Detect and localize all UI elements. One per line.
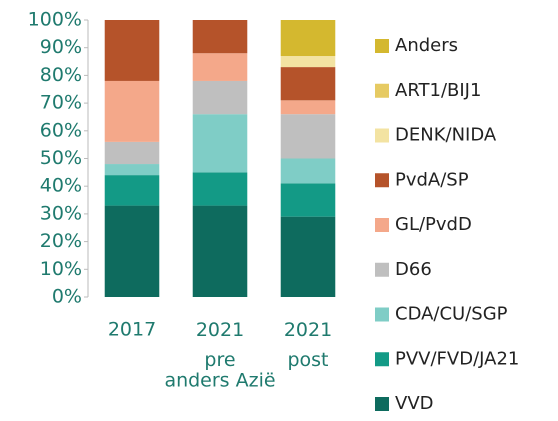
bar-segment — [280, 20, 336, 57]
bar-segment — [192, 53, 248, 81]
bar-segment — [280, 67, 336, 101]
y-tick-label: 90% — [40, 36, 82, 58]
legend-swatch — [375, 352, 389, 367]
legend-label: PvdA/SP — [395, 169, 469, 190]
y-tick-label: 40% — [40, 175, 82, 197]
bar-segment — [280, 56, 336, 68]
legend-swatch — [375, 39, 389, 53]
x-tick-line: 2021 — [284, 319, 332, 341]
y-tick-label: 30% — [40, 202, 82, 224]
bar-segment — [104, 141, 160, 165]
bar-segment — [104, 80, 160, 142]
legend-swatch — [375, 128, 389, 143]
x-tick-line: pre — [204, 349, 235, 371]
legend-label: DENK/NIDA — [395, 125, 497, 146]
bar-segment — [104, 20, 160, 81]
y-tick-label: 100% — [28, 9, 82, 31]
y-tick-label: 50% — [40, 147, 82, 169]
legend-label: ART1/BIJ1 — [395, 80, 481, 101]
bar-segment — [104, 175, 160, 206]
x-axis-label: anders Azië — [164, 370, 275, 392]
bar-segment — [192, 80, 248, 115]
x-tick-line: 2021 — [196, 319, 244, 341]
legend-label: VVD — [395, 393, 434, 414]
bar-segment — [280, 158, 336, 184]
bar-segment — [192, 172, 248, 206]
x-tick-label: 2021 post — [284, 319, 332, 371]
bar-segment — [192, 205, 248, 297]
x-tick-label: 2017 — [108, 319, 156, 341]
y-tick-label: 10% — [40, 258, 82, 280]
legend-label: PVV/FVD/JA21 — [395, 348, 519, 369]
bar-segment — [280, 216, 336, 297]
legend-label: D66 — [395, 259, 432, 280]
legend-label: CDA/CU/SGP — [395, 304, 508, 325]
bar-segment — [104, 205, 160, 297]
bar-segment — [192, 114, 248, 173]
legend-swatch — [375, 218, 389, 232]
x-tick-line: post — [287, 349, 328, 371]
y-tick-label: 60% — [40, 119, 82, 141]
y-tick-label: 0% — [52, 286, 82, 308]
y-tick-label: 20% — [40, 230, 82, 252]
legend-label: GL/PvdD — [395, 214, 472, 235]
legend-swatch — [375, 307, 389, 322]
bar-segment — [192, 20, 248, 54]
bar-segment — [280, 114, 336, 159]
legend-swatch — [375, 397, 389, 411]
legend-swatch — [375, 173, 389, 188]
legend-swatch — [375, 83, 389, 98]
legend-label: Anders — [395, 35, 458, 56]
bar-segment — [280, 183, 336, 217]
legend-swatch — [375, 262, 389, 277]
bar-segment — [104, 164, 160, 176]
y-tick-label: 70% — [40, 92, 82, 114]
y-tick-label: 80% — [40, 64, 82, 86]
x-tick-label: 2021 pre — [196, 319, 244, 371]
bar-segment — [280, 100, 336, 115]
